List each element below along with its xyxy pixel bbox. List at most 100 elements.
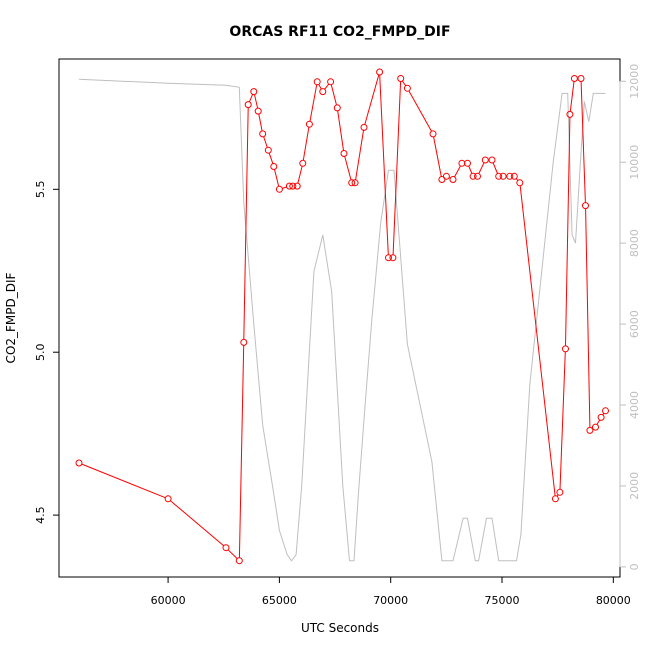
- primary-series-segment: [297, 166, 303, 184]
- primary-series-segment: [227, 549, 238, 559]
- primary-series-segment: [478, 162, 485, 174]
- x-tick-label: 60000: [151, 594, 186, 607]
- plot-frame: [58, 58, 621, 578]
- data-point: [495, 172, 503, 180]
- x-tick-label: 80000: [596, 594, 631, 607]
- primary-series-segment: [492, 162, 498, 174]
- data-point: [592, 423, 599, 431]
- data-point: [327, 78, 335, 86]
- y2-tick-label: 6000: [628, 310, 641, 338]
- data-point: [389, 254, 397, 262]
- y2-tick-label: 2000: [628, 472, 641, 500]
- primary-series-segment: [248, 94, 254, 103]
- data-point: [506, 172, 514, 180]
- primary-series-segment: [596, 419, 601, 425]
- primary-series-segment: [254, 94, 259, 109]
- data-point: [222, 544, 230, 552]
- primary-series-segment: [569, 81, 575, 112]
- primary-series-segment: [408, 90, 432, 132]
- data-point: [289, 182, 297, 190]
- data-point: [340, 150, 348, 157]
- data-point: [285, 182, 293, 190]
- data-point: [577, 75, 585, 82]
- data-point: [244, 101, 252, 109]
- primary-series-segment: [263, 136, 268, 148]
- y2-tick-label: 8000: [628, 229, 641, 257]
- data-point: [250, 88, 258, 96]
- data-point: [438, 176, 446, 183]
- data-point: [259, 130, 267, 138]
- data-point: [299, 159, 307, 167]
- primary-series-segment: [565, 117, 571, 347]
- primary-series-segment: [330, 84, 337, 106]
- chart-title: ORCAS RF11 CO2_FMPD_DIF: [229, 24, 450, 40]
- data-point: [360, 123, 368, 131]
- series-layer: [75, 68, 609, 565]
- primary-series-segment: [302, 127, 310, 161]
- y2-tick-label: 4000: [628, 391, 641, 419]
- data-point: [293, 182, 301, 190]
- data-point: [597, 413, 605, 421]
- primary-series-segment: [468, 165, 473, 174]
- data-point: [264, 146, 272, 154]
- y2-tick-label: 0: [628, 563, 641, 570]
- data-point: [481, 156, 489, 164]
- data-point: [319, 88, 327, 96]
- data-point: [586, 426, 594, 434]
- data-point: [566, 110, 574, 118]
- y-axis-label: CO2_FMPD_DIF: [4, 272, 18, 363]
- axes-layer: 60000 65000 70000 75000 80000 4.5 5.0 5.5 0 2000 4…: [34, 64, 641, 607]
- data-point: [376, 68, 384, 76]
- data-point: [333, 104, 341, 112]
- primary-series-segment: [282, 186, 287, 189]
- y2-tick-label: 12000: [628, 64, 641, 99]
- data-point: [275, 185, 283, 193]
- x-tick-label: 65000: [262, 594, 297, 607]
- data-point: [313, 78, 321, 86]
- x-tick-label: 70000: [373, 594, 408, 607]
- data-point: [351, 179, 359, 187]
- y2-tick-label: 10000: [628, 145, 641, 180]
- data-point: [570, 75, 578, 82]
- primary-series-segment: [318, 84, 322, 90]
- data-point: [488, 156, 496, 164]
- data-point: [75, 459, 83, 467]
- data-point: [551, 495, 559, 503]
- primary-series-segment: [309, 84, 318, 122]
- primary-series-segment: [170, 500, 225, 547]
- data-point: [602, 407, 609, 415]
- primary-series-segment: [559, 351, 566, 490]
- primary-series-segment: [344, 156, 352, 181]
- primary-series-segment: [580, 81, 586, 203]
- x-axis-label: UTC Seconds: [301, 621, 379, 635]
- primary-series-segment: [355, 130, 364, 180]
- y-tick-label: 5.5: [34, 181, 47, 199]
- data-point: [385, 254, 392, 262]
- data-point: [240, 338, 248, 346]
- primary-series-segment: [392, 81, 402, 255]
- data-point: [582, 202, 589, 210]
- primary-series-segment: [401, 80, 407, 87]
- data-point: [469, 172, 477, 180]
- data-point: [164, 495, 172, 503]
- secondary-series-line: [78, 78, 606, 562]
- primary-series-segment: [81, 463, 166, 499]
- x-tick-label: 75000: [485, 594, 520, 607]
- data-point: [442, 172, 450, 180]
- data-point: [474, 172, 481, 180]
- primary-series-segment: [454, 165, 461, 178]
- data-point: [516, 179, 524, 187]
- y-tick-label: 4.5: [34, 506, 47, 524]
- y-tick-label: 5.0: [34, 343, 47, 361]
- primary-series-segment: [238, 345, 245, 558]
- primary-series-segment: [379, 74, 389, 255]
- data-point: [510, 172, 518, 180]
- primary-series-segment: [268, 152, 274, 164]
- data-point: [235, 557, 243, 565]
- primary-series-segment: [585, 208, 591, 428]
- data-point: [429, 130, 437, 138]
- primary-series-segment: [433, 136, 442, 177]
- data-point: [449, 176, 457, 183]
- primary-series-segment: [274, 169, 280, 187]
